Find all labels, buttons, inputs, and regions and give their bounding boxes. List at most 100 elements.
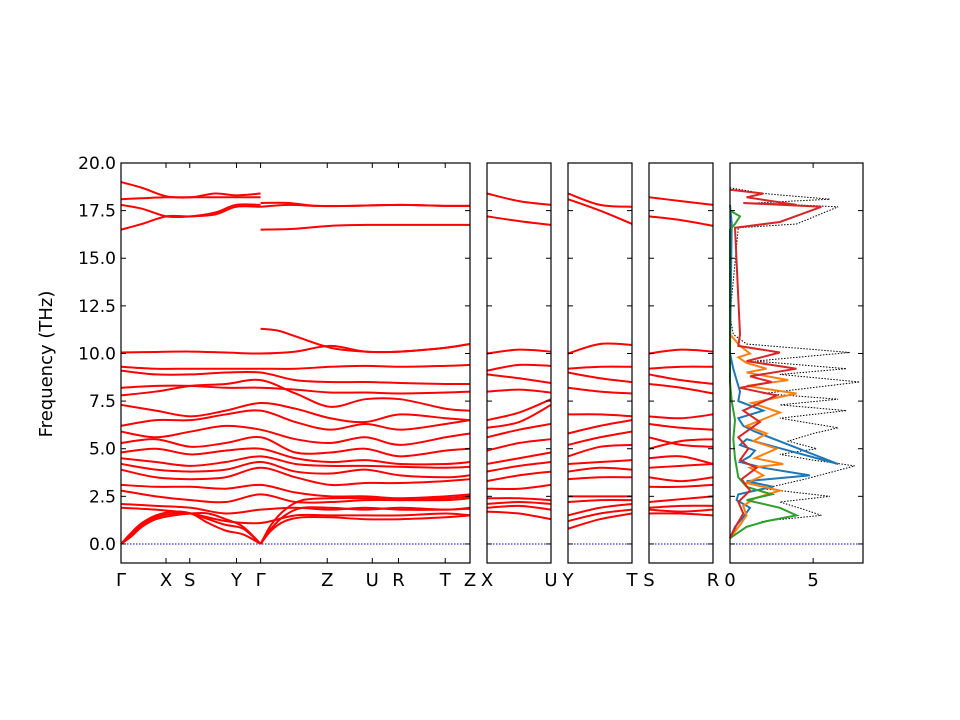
band-panel-gamma-to-z: 0.02.55.07.510.012.515.017.520.0Γ X S Y Γ Z U R… bbox=[78, 154, 476, 591]
phonon-band-line bbox=[259, 506, 471, 545]
phonon-band-line bbox=[486, 348, 552, 355]
phonon-band-line bbox=[567, 419, 633, 435]
phonon-band-line bbox=[260, 201, 471, 208]
high-symmetry-point-label: Γ bbox=[256, 570, 266, 591]
y-tick-label: 15.0 bbox=[78, 249, 116, 269]
phonon-band-line bbox=[486, 422, 552, 439]
phonon-band-line bbox=[120, 205, 261, 231]
phonon-band-line bbox=[486, 470, 552, 483]
phonon-band-line bbox=[567, 413, 633, 418]
phonon-band-line bbox=[120, 401, 471, 424]
phonon-band-line bbox=[120, 342, 471, 355]
phonon-band-line bbox=[648, 196, 714, 206]
phonon-band-line bbox=[567, 502, 633, 517]
phonon-band-line bbox=[567, 508, 633, 523]
y-tick-label: 7.5 bbox=[89, 392, 116, 412]
phonon-band-line bbox=[120, 466, 471, 487]
phonon-band-line bbox=[259, 514, 471, 545]
phonon-band-line bbox=[120, 502, 471, 515]
phonon-band-line bbox=[567, 443, 633, 458]
high-symmetry-point-label: Y bbox=[562, 570, 575, 591]
high-symmetry-point-label: S bbox=[184, 570, 195, 591]
high-symmetry-point-label: T bbox=[626, 570, 639, 591]
phonon-band-line bbox=[259, 495, 471, 545]
panel-frame bbox=[120, 162, 471, 564]
phonon-band-line bbox=[648, 382, 714, 395]
projected-dos-curve bbox=[729, 188, 822, 539]
phonon-band-line bbox=[486, 398, 552, 422]
phonon-band-line bbox=[567, 459, 633, 465]
phonon-band-line bbox=[486, 483, 552, 490]
high-symmetry-point-label: Z bbox=[321, 570, 333, 591]
phonon-band-line bbox=[120, 510, 262, 545]
panel-frame bbox=[567, 162, 633, 564]
high-symmetry-point-label: R bbox=[392, 570, 405, 591]
phonon-band-line bbox=[120, 436, 471, 458]
phonon-band-line bbox=[648, 508, 714, 513]
high-symmetry-point-label: U bbox=[544, 570, 557, 591]
y-tick-label: 20.0 bbox=[78, 154, 116, 174]
y-tick-label: 10.0 bbox=[78, 344, 116, 364]
high-symmetry-point-label: Z bbox=[464, 570, 476, 591]
phonon-band-line bbox=[486, 363, 552, 372]
phonon-band-line bbox=[260, 223, 470, 231]
projected-dos-curve bbox=[729, 209, 800, 540]
phonon-band-line bbox=[648, 215, 714, 227]
high-symmetry-point-label: R bbox=[707, 570, 720, 591]
phonon-band-line bbox=[120, 447, 471, 466]
phonon-band-line bbox=[648, 504, 714, 509]
phonon-band-line bbox=[486, 215, 552, 226]
phonon-band-line bbox=[648, 462, 714, 469]
phonon-band-line bbox=[648, 476, 714, 483]
high-symmetry-point-label: Γ bbox=[116, 570, 126, 591]
phonon-band-line bbox=[648, 413, 714, 420]
y-tick-label: 0.0 bbox=[89, 535, 116, 555]
phonon-band-line bbox=[120, 196, 261, 201]
phonon-band-line bbox=[120, 369, 471, 386]
phonon-band-line bbox=[648, 512, 714, 517]
y-tick-label: 17.5 bbox=[78, 202, 116, 222]
high-symmetry-point-label: T bbox=[439, 570, 452, 591]
phonon-band-line bbox=[567, 476, 633, 481]
phonon-band-line bbox=[120, 483, 471, 500]
phonon-band-line bbox=[567, 365, 633, 370]
high-symmetry-point-label: U bbox=[366, 570, 379, 591]
phonon-band-line bbox=[120, 511, 262, 545]
phonon-band-line bbox=[648, 373, 714, 385]
dos-x-tick-label: 0 bbox=[724, 570, 735, 591]
phonon-band-line bbox=[567, 342, 633, 355]
phonon-band-line bbox=[567, 192, 633, 208]
phonon-band-line bbox=[648, 495, 714, 504]
phonon-band-line bbox=[486, 451, 552, 465]
y-axis-label: Frequency (THz) bbox=[36, 291, 57, 438]
phonon-band-line bbox=[486, 404, 552, 429]
panel-frame bbox=[648, 162, 714, 564]
high-symmetry-point-label: Y bbox=[230, 570, 243, 591]
phonon-band-line bbox=[648, 422, 714, 431]
phonon-band-line bbox=[120, 461, 471, 479]
phonon-band-line bbox=[486, 497, 552, 502]
phonon-band-line bbox=[567, 198, 633, 225]
phonon-band-line bbox=[486, 504, 552, 511]
phonon-band-line bbox=[567, 386, 633, 395]
phonon-band-line bbox=[120, 424, 471, 446]
phonon-band-line bbox=[648, 365, 714, 370]
phonon-band-line bbox=[567, 371, 633, 384]
phonon-band-line bbox=[486, 461, 552, 473]
phonon-band-line bbox=[648, 436, 714, 448]
panel-frame bbox=[486, 162, 552, 564]
y-tick-label: 5.0 bbox=[89, 440, 116, 460]
phonon-band-line bbox=[486, 438, 552, 452]
phonon-band-line bbox=[486, 388, 552, 394]
high-symmetry-point-label: X bbox=[160, 570, 172, 591]
dos-x-tick-label: 5 bbox=[807, 570, 818, 591]
phonon-band-line bbox=[486, 192, 552, 206]
phonon-band-line bbox=[486, 373, 552, 384]
phonon-band-line bbox=[648, 438, 714, 450]
phonon-band-line bbox=[120, 378, 471, 412]
phonon-band-line bbox=[120, 511, 262, 545]
